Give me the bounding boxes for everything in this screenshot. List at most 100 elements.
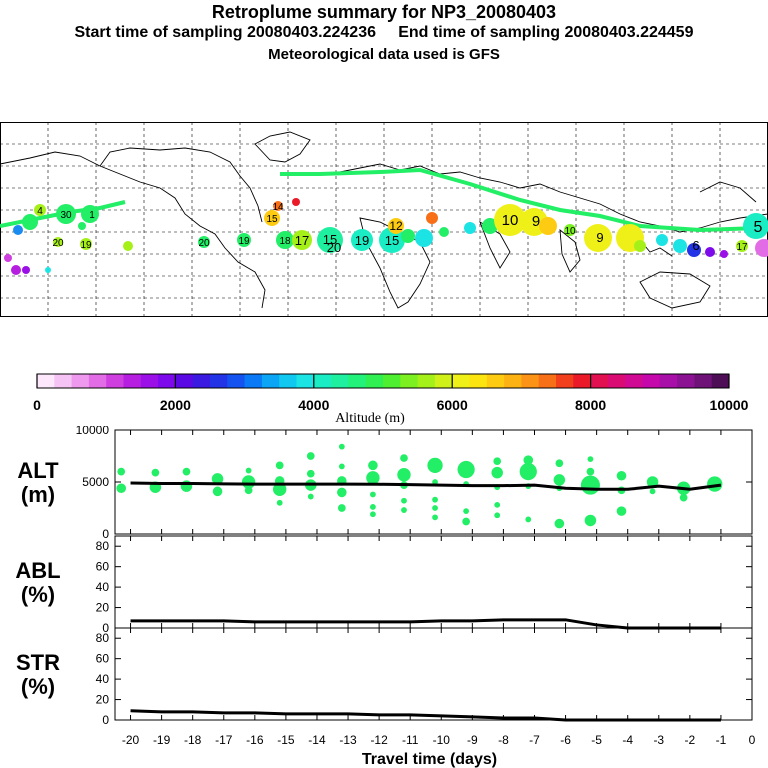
plume-particle-point xyxy=(649,488,656,495)
map-label: 19 xyxy=(355,233,369,248)
colorbar-swatch xyxy=(573,374,592,388)
map-label: 6 xyxy=(692,238,699,253)
plume-particle-point xyxy=(679,493,688,502)
x-tick-label: -19 xyxy=(153,733,171,747)
retroplume-map: 30 1 4 20 19 20 19 15 14 18 17 15 20 19 … xyxy=(0,122,768,317)
map-label: 12 xyxy=(389,219,403,233)
plume-particle-point xyxy=(584,514,597,527)
plume-particle-point xyxy=(463,508,470,515)
y-tick-label: 80 xyxy=(96,631,110,645)
plume-particle-point xyxy=(587,456,594,463)
colorbar-tick-label: 10000 xyxy=(710,397,749,413)
colorbar-swatch xyxy=(140,374,159,388)
colorbar-swatch xyxy=(556,374,574,388)
colorbar-swatch xyxy=(37,374,55,388)
plume-particle-point xyxy=(370,511,376,518)
y-tick-label: 0 xyxy=(102,713,109,727)
colorbar-swatch xyxy=(331,374,349,388)
map-label: 14 xyxy=(272,202,284,213)
x-tick-label: -20 xyxy=(122,733,140,747)
colorbar-swatch xyxy=(88,374,107,388)
plume-particle-point xyxy=(646,476,659,488)
colorbar-label: Altitude (m) xyxy=(335,411,405,426)
abl-panel: 0 20 40 60 80 ABL(%) xyxy=(15,535,753,635)
colorbar-swatch xyxy=(261,374,280,388)
colorbar-tick-label: 8000 xyxy=(575,397,606,413)
plume-particle-point xyxy=(212,486,223,497)
alt-panel: 0 5000 10000 ALT(m) xyxy=(17,426,753,541)
map-label: 17 xyxy=(295,233,309,248)
panel-ylabel: (%) xyxy=(21,674,55,699)
plume-particle-point xyxy=(427,457,443,474)
colorbar-swatch xyxy=(54,374,73,388)
plume-particle-point xyxy=(523,455,534,465)
colorbar-swatch xyxy=(71,374,90,388)
map-label: 4 xyxy=(37,206,43,217)
plume-particle-point xyxy=(397,468,411,482)
colorbar-swatch xyxy=(348,374,367,388)
plume-particle-point xyxy=(337,487,347,498)
y-tick-label: 60 xyxy=(96,560,110,574)
plume-particle-point xyxy=(272,482,287,496)
x-tick-label: -18 xyxy=(184,733,202,747)
colorbar-swatch xyxy=(227,374,246,388)
plume-particle-point xyxy=(494,512,501,519)
colorbar-swatch xyxy=(158,374,176,388)
map-label: 20 xyxy=(52,238,64,249)
colorbar-swatch xyxy=(677,374,695,388)
plume-particle-point xyxy=(244,486,253,495)
x-tick-label: -12 xyxy=(370,733,388,747)
x-tick-label: -11 xyxy=(402,733,419,747)
plume-particle-point xyxy=(306,452,315,460)
colorbar-swatch xyxy=(313,374,332,388)
plume-particle-point xyxy=(616,470,627,481)
colorbar-swatches xyxy=(36,373,730,389)
x-tick-label: 0 xyxy=(749,733,756,747)
map-label: 15 xyxy=(385,233,399,248)
colorbar-swatch xyxy=(711,374,730,388)
colorbar-swatch xyxy=(642,374,661,388)
colorbar-swatch xyxy=(296,374,315,388)
plume-particle-point xyxy=(117,467,126,476)
colorbar-swatch xyxy=(400,374,419,388)
y-tick-label: 40 xyxy=(96,580,110,594)
plume-particle-point xyxy=(491,466,503,479)
x-tick-label: -17 xyxy=(215,733,233,747)
plume-particle-point xyxy=(275,461,284,470)
colorbar-swatch xyxy=(538,374,557,388)
map-label: 20 xyxy=(327,240,341,255)
colorbar-swatch xyxy=(244,374,263,388)
map-label: 5 xyxy=(754,219,763,236)
median-altitude-line xyxy=(130,481,722,491)
plume-particle-point xyxy=(182,467,191,476)
plume-particle-point xyxy=(462,517,470,526)
str-panel: 0 20 40 60 80 STR(%) xyxy=(16,627,753,727)
met-data-note: Meteorological data used is GFS xyxy=(268,46,500,63)
colorbar-swatch xyxy=(210,374,228,388)
colorbar-swatch xyxy=(175,374,194,388)
colorbar-swatch xyxy=(434,374,453,388)
x-tick-label: -8 xyxy=(498,733,509,747)
x-tick-label: -4 xyxy=(622,733,633,747)
x-tick-label: -9 xyxy=(467,733,478,747)
plume-particle-point xyxy=(306,469,315,478)
panel-ylabel: (m) xyxy=(21,482,55,507)
plume-particle-point xyxy=(151,468,160,477)
colorbar-swatch xyxy=(279,374,297,388)
colorbar-swatch xyxy=(659,374,678,388)
plume-particle-point xyxy=(493,457,502,466)
plume-particle-point xyxy=(554,518,565,529)
x-tick-label: -10 xyxy=(433,733,451,747)
x-tick-label: -2 xyxy=(685,733,696,747)
plume-particle-point xyxy=(338,463,345,470)
x-tick-label: -13 xyxy=(339,733,357,747)
plume-particle-point xyxy=(368,460,378,471)
y-tick-label: 0 xyxy=(102,527,109,541)
y-tick-label: 20 xyxy=(96,601,110,615)
colorbar-swatch xyxy=(625,374,643,388)
x-tick-label: -16 xyxy=(246,733,264,747)
x-tick-label: -6 xyxy=(560,733,571,747)
colorbar-swatch xyxy=(365,374,384,388)
colorbar-swatch xyxy=(469,374,488,388)
